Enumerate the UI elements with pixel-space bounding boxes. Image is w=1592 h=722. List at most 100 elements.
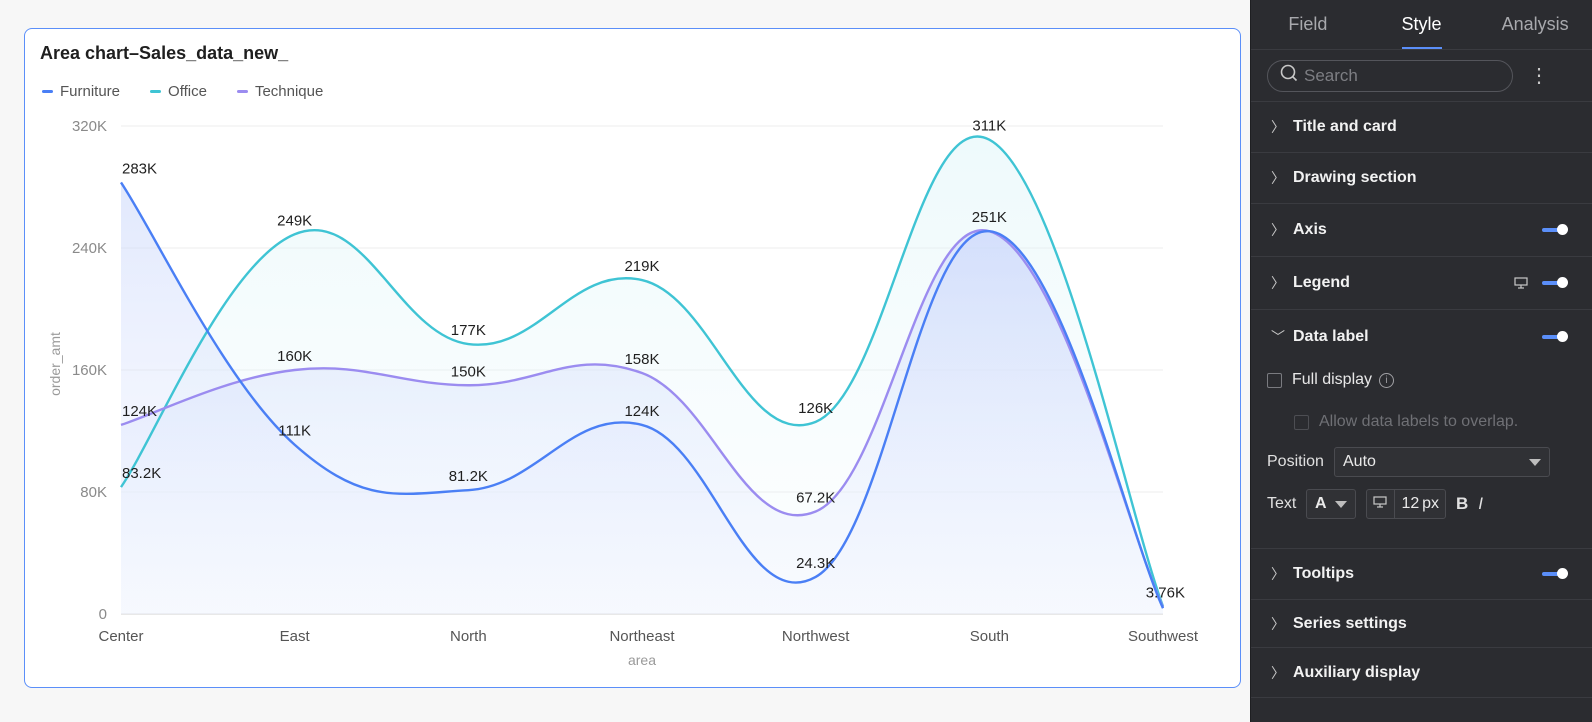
- caret-down-icon: [1529, 458, 1541, 466]
- section-series-settings[interactable]: 〉 Series settings: [1251, 600, 1592, 648]
- chart-legend: Furniture Office Technique: [42, 83, 323, 100]
- legend-swatch-technique: [236, 90, 248, 93]
- legend-item-technique[interactable]: Technique: [236, 83, 323, 100]
- search-row: ⋮: [1251, 50, 1592, 102]
- data-label: 160K: [277, 348, 312, 365]
- chevron-right-icon: 〉: [1271, 615, 1285, 632]
- section-auxiliary-display[interactable]: 〉 Auxiliary display: [1251, 648, 1592, 698]
- data-label: 67.2K: [796, 490, 835, 507]
- x-tick-label: Northwest: [782, 628, 850, 645]
- legend-item-furniture[interactable]: Furniture: [42, 83, 120, 100]
- position-select[interactable]: Auto: [1334, 447, 1550, 477]
- tab-style[interactable]: Style: [1365, 0, 1479, 49]
- legend-swatch-office: [150, 90, 162, 93]
- x-tick-label: Northeast: [609, 628, 675, 645]
- data-label: 111K: [278, 423, 311, 440]
- position-row: Position Auto: [1267, 447, 1550, 477]
- chevron-down-icon: ﹀: [1271, 328, 1285, 345]
- chevron-right-icon: 〉: [1271, 170, 1285, 186]
- data-label: 126K: [798, 400, 833, 417]
- chevron-right-icon: 〉: [1271, 275, 1285, 291]
- search-input[interactable]: [1304, 65, 1504, 86]
- x-tick-label: East: [280, 628, 311, 645]
- data-label: 124K: [122, 403, 157, 420]
- y-tick-label: 80K: [80, 484, 107, 501]
- section-data-label[interactable]: ﹀ Data label: [1251, 310, 1592, 363]
- section-tooltips[interactable]: 〉 Tooltips: [1251, 549, 1592, 600]
- legend-item-office[interactable]: Office: [150, 83, 207, 100]
- monitor-icon[interactable]: [1514, 277, 1528, 289]
- text-label: Text: [1267, 495, 1297, 512]
- legend-label-office: Office: [168, 83, 207, 100]
- tab-analysis[interactable]: Analysis: [1501, 14, 1569, 34]
- search-box[interactable]: [1267, 59, 1513, 92]
- full-display-row: Full display i: [1267, 371, 1395, 389]
- y-tick-label: 240K: [72, 240, 107, 257]
- section-label: Series settings: [1293, 614, 1407, 632]
- chevron-right-icon: 〉: [1271, 566, 1285, 582]
- allow-overlap-row: Allow data labels to overlap.: [1294, 413, 1518, 431]
- allow-overlap-label: Allow data labels to overlap.: [1319, 413, 1519, 430]
- legend-label-furniture: Furniture: [60, 83, 121, 100]
- data-label: 158K: [624, 351, 659, 368]
- data-label: 251K: [972, 209, 1007, 226]
- area-fill-furniture: [121, 182, 1163, 615]
- chevron-right-icon: 〉: [1271, 222, 1285, 238]
- series-line-technique: [120, 229, 1165, 608]
- legend-toggle[interactable]: [1542, 277, 1568, 288]
- x-tick-label: North: [450, 628, 487, 645]
- chevron-right-icon: 〉: [1271, 119, 1285, 135]
- data-label: 3.76K: [1146, 584, 1185, 601]
- data-label-options: Full display i Allow data labels to over…: [1251, 363, 1592, 549]
- tab-field[interactable]: Field: [1288, 14, 1328, 34]
- bold-button[interactable]: B: [1456, 494, 1469, 513]
- section-axis[interactable]: 〉 Axis: [1251, 204, 1592, 257]
- caret-down-icon: [1335, 500, 1347, 508]
- section-label: Title and card: [1293, 118, 1397, 135]
- position-label: Position: [1267, 453, 1324, 470]
- x-tick-label: Center: [98, 628, 143, 645]
- italic-button[interactable]: I: [1478, 494, 1484, 513]
- section-label: Axis: [1293, 221, 1327, 238]
- chart-card: 0 80K 160K 240K 320K Center East North Northeast…: [24, 28, 1241, 688]
- data-label-toggle[interactable]: [1542, 330, 1568, 342]
- full-display-label: Full display: [1292, 371, 1373, 388]
- x-tick-label: Southwest: [1128, 628, 1199, 645]
- section-label: Tooltips: [1293, 565, 1355, 582]
- allow-overlap-checkbox[interactable]: [1294, 414, 1309, 430]
- area-chart: 0 80K 160K 240K 320K Center East North Northeast…: [47, 118, 1199, 668]
- font-size-unit: px: [1422, 495, 1439, 512]
- more-options-icon[interactable]: ⋮: [1529, 65, 1549, 87]
- data-label: 81.2K: [449, 468, 488, 485]
- legend-swatch-furniture: [42, 90, 53, 93]
- series-line-office: [120, 135, 1165, 607]
- axis-toggle[interactable]: [1542, 224, 1568, 235]
- divider: [1393, 490, 1395, 518]
- data-label: 24.3K: [796, 555, 835, 572]
- section-legend[interactable]: 〉 Legend: [1251, 257, 1592, 310]
- data-label: 177K: [451, 322, 486, 339]
- font-size-input[interactable]: 12 px: [1366, 489, 1446, 519]
- y-axis-title: order_amt: [47, 332, 63, 396]
- section-title-and-card[interactable]: 〉 Title and card: [1251, 102, 1592, 153]
- search-icon: [1280, 64, 1298, 87]
- data-label: 283K: [122, 160, 157, 177]
- info-icon[interactable]: i: [1379, 372, 1395, 388]
- x-tick-label: South: [970, 628, 1009, 645]
- monitor-icon[interactable]: [1373, 495, 1387, 513]
- full-display-checkbox[interactable]: [1267, 372, 1282, 388]
- section-label: Legend: [1293, 274, 1350, 291]
- data-label: 249K: [277, 212, 312, 229]
- font-color-letter: A: [1315, 495, 1327, 512]
- panel-tabs: Field Style Analysis: [1251, 0, 1592, 50]
- section-label: Auxiliary display: [1293, 663, 1421, 681]
- font-color-select[interactable]: A: [1306, 489, 1356, 519]
- tooltips-toggle[interactable]: [1542, 568, 1568, 579]
- chart-title: Area chart–Sales_data_new_: [40, 43, 289, 63]
- data-label: 219K: [624, 258, 659, 275]
- y-tick-label: 160K: [72, 362, 107, 379]
- text-style-row: Text A 12 px B I: [1267, 489, 1483, 519]
- section-drawing[interactable]: 〉 Drawing section: [1251, 153, 1592, 204]
- font-size-value: 12: [1401, 495, 1420, 512]
- data-label: 124K: [624, 403, 659, 420]
